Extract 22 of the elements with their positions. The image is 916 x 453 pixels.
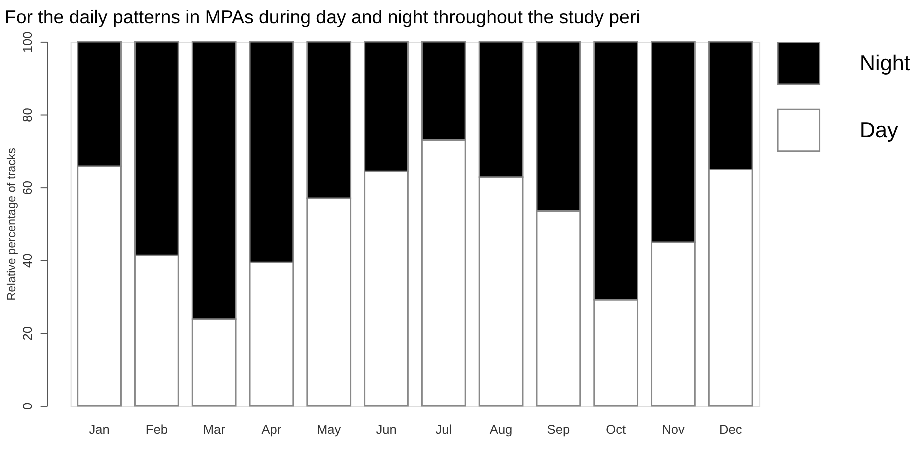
x-tick-label: Dec [720,422,743,438]
x-tick-label: Mar [203,422,226,438]
x-tick-label: Jun [376,422,397,438]
x-tick-label: Apr [262,422,282,438]
x-tick-label: Sep [547,422,570,438]
x-tick-label: Oct [606,422,626,438]
x-tick-label: Jul [436,422,452,438]
y-tick-label: 60 [20,180,35,196]
legend-label: Night [860,50,910,76]
chart-title: For the daily patterns in MPAs during day and night throughout the study peri [4,6,640,28]
y-tick-label: 40 [20,254,35,268]
y-tick-label: 20 [20,326,35,341]
y-axis-title: Relative percentage of tracks [4,148,18,301]
x-tick-label: Aug [490,422,513,438]
x-tick-label: Nov [662,422,686,438]
x-tick-label: May [317,422,342,438]
x-tick-label: Jan [89,422,110,438]
y-tick-label: 0 [20,402,35,410]
legend-label: Day [860,117,899,142]
y-tick-label: 100 [20,32,35,54]
x-tick-label: Feb [146,422,168,438]
y-tick-label: 80 [20,108,35,122]
